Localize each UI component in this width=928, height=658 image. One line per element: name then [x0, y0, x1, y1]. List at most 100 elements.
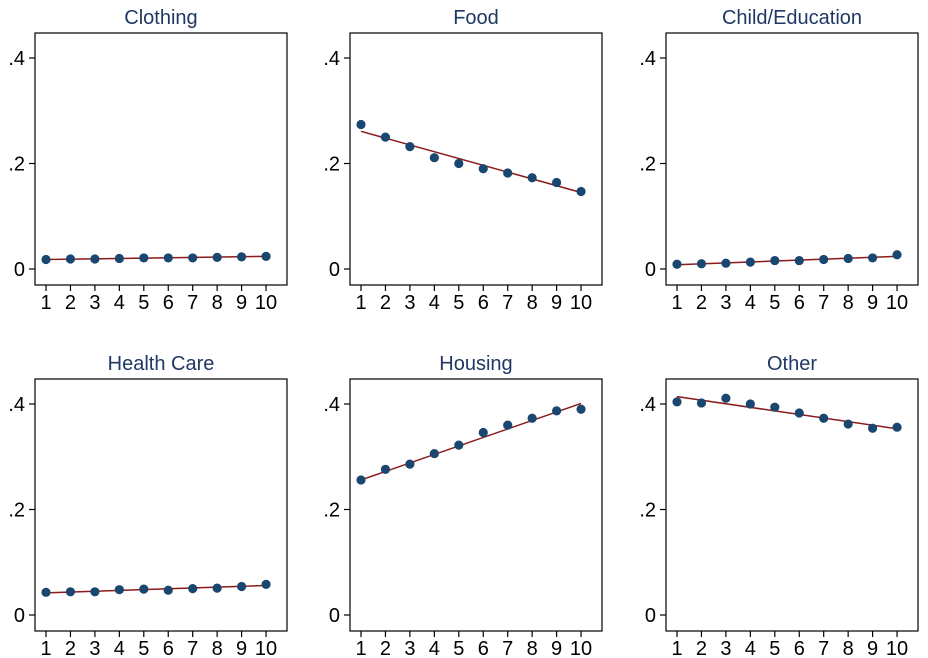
panel-title: Clothing	[124, 7, 197, 29]
x-tick-label: 9	[551, 638, 562, 658]
data-point	[163, 585, 173, 595]
panel-title: Food	[453, 7, 499, 29]
data-point	[745, 399, 755, 409]
data-point	[794, 255, 804, 266]
data-point	[212, 583, 222, 593]
y-tick-label: 0	[645, 259, 656, 281]
x-tick-label: 5	[453, 638, 464, 658]
x-tick-label: 2	[65, 292, 76, 314]
fit-line	[45, 584, 267, 594]
data-point	[454, 158, 464, 169]
plot-frame	[665, 378, 919, 632]
x-tick-label: 7	[818, 638, 829, 658]
plot-frame	[34, 378, 288, 632]
data-point	[868, 423, 878, 433]
x-tick-label: 7	[502, 292, 513, 314]
data-point	[672, 259, 682, 269]
x-tick-label: 5	[769, 292, 780, 314]
plot-frame	[349, 378, 603, 632]
panel-clothing: Clothing 0 .2 .4 1 2 3 4 5 6 7 8 9 10	[8, 7, 288, 314]
plot-frame	[349, 32, 603, 286]
x-tick-label: 3	[404, 638, 415, 658]
panel-housing: Housing 0 .2 .4 1 2 3 4 5 6 7 8 9 10	[323, 353, 603, 658]
x-tick-label: 2	[380, 292, 391, 314]
x-tick-label: 2	[65, 638, 76, 658]
data-point	[139, 584, 149, 594]
data-point	[527, 173, 537, 183]
data-point	[261, 579, 271, 590]
data-point	[868, 253, 878, 263]
x-tick-label: 5	[138, 292, 149, 314]
x-tick-label: 7	[502, 638, 513, 658]
x-tick-label: 6	[478, 638, 489, 658]
x-tick-label: 9	[867, 292, 878, 314]
fit-line	[360, 130, 582, 194]
x-tick-label: 7	[187, 638, 198, 658]
x-tick-label: 2	[696, 638, 707, 658]
x-tick-label: 5	[769, 638, 780, 658]
data-point	[90, 587, 100, 597]
x-tick-label: 9	[551, 292, 562, 314]
plot-frame	[665, 32, 919, 286]
data-point	[696, 398, 707, 408]
y-tick-label: 0	[14, 259, 25, 281]
data-point	[163, 253, 173, 263]
data-point	[819, 254, 829, 265]
data-point	[114, 585, 124, 595]
y-tick-label: 0	[14, 605, 25, 627]
data-point	[429, 448, 439, 459]
x-tick-label: 1	[355, 292, 366, 314]
y-tick-label: .2	[8, 500, 25, 522]
fit-line	[360, 402, 582, 481]
data-point	[794, 408, 804, 418]
data-point	[503, 420, 513, 430]
x-tick-label: 2	[380, 638, 391, 658]
data-point	[503, 168, 513, 178]
data-point	[139, 253, 149, 263]
x-tick-label: 10	[886, 638, 908, 658]
data-point	[552, 177, 562, 188]
data-point	[261, 251, 271, 261]
panel-food: Food 0 .2 .4 1 2 3 4 5 6 7 8 9 10	[323, 7, 603, 314]
x-tick-label: 6	[163, 292, 174, 314]
data-point	[478, 427, 488, 438]
data-point	[90, 254, 100, 264]
y-tick-label: .4	[323, 48, 340, 70]
data-point	[65, 587, 76, 597]
data-point	[429, 153, 439, 163]
data-point	[672, 397, 682, 407]
y-tick-label: .4	[323, 394, 340, 416]
data-point	[41, 254, 51, 265]
x-tick-label: 10	[570, 638, 592, 658]
data-point	[527, 413, 537, 423]
panel-child-education: Child/Education 0 .2 .4 1 2 3 4 5 6 7 8 9 10	[639, 7, 919, 314]
panel-title: Housing	[439, 353, 512, 375]
x-tick-label: 10	[255, 638, 277, 658]
x-tick-label: 9	[236, 292, 247, 314]
x-tick-label: 1	[671, 292, 682, 314]
x-tick-label: 9	[867, 638, 878, 658]
y-tick-label: .2	[323, 154, 340, 176]
x-tick-label: 4	[745, 292, 756, 314]
x-tick-label: 5	[453, 292, 464, 314]
data-point	[405, 459, 415, 469]
x-tick-label: 8	[527, 292, 538, 314]
data-point	[237, 581, 247, 592]
data-point	[356, 475, 366, 485]
x-tick-label: 6	[794, 638, 805, 658]
x-tick-label: 4	[114, 638, 125, 658]
data-point	[892, 250, 902, 260]
x-tick-label: 6	[163, 638, 174, 658]
data-point	[114, 253, 124, 264]
data-point	[576, 404, 586, 414]
data-point	[188, 584, 198, 594]
x-tick-label: 10	[255, 292, 277, 314]
x-tick-label: 6	[794, 292, 805, 314]
panel-title: Other	[767, 353, 817, 375]
y-tick-label: .2	[8, 154, 25, 176]
x-tick-label: 3	[720, 292, 731, 314]
x-tick-label: 8	[843, 292, 854, 314]
fit-line	[676, 395, 898, 430]
x-tick-label: 8	[843, 638, 854, 658]
